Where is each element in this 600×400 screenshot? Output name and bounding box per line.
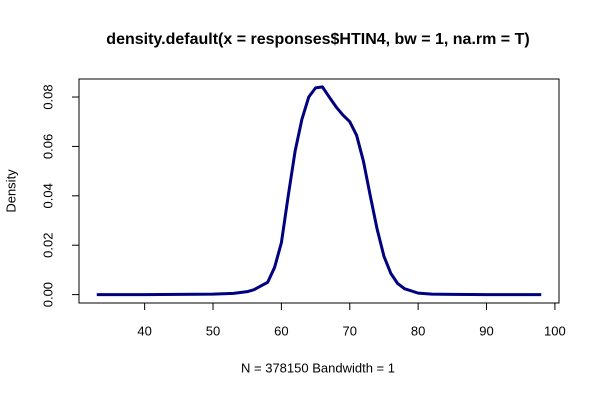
density-line: [96, 85, 542, 297]
x-tick-label: 70: [343, 323, 357, 338]
x-tick-label: 40: [137, 323, 151, 338]
y-tick-label: 0.00: [40, 282, 55, 307]
x-tick-label: 90: [479, 323, 493, 338]
x-tick-label: 100: [544, 323, 566, 338]
y-axis-label: Density: [3, 169, 18, 213]
x-axis-label: N = 378150 Bandwidth = 1: [241, 360, 395, 375]
chart-title: density.default(x = responses$HTIN4, bw …: [106, 31, 529, 48]
x-tick-label: 60: [274, 323, 288, 338]
y-tick-label: 0.08: [40, 84, 55, 109]
y-tick-label: 0.06: [40, 134, 55, 159]
y-tick-label: 0.04: [40, 183, 55, 208]
y-tick-label: 0.02: [40, 233, 55, 258]
x-tick-label: 80: [411, 323, 425, 338]
x-tick-label: 50: [206, 323, 220, 338]
